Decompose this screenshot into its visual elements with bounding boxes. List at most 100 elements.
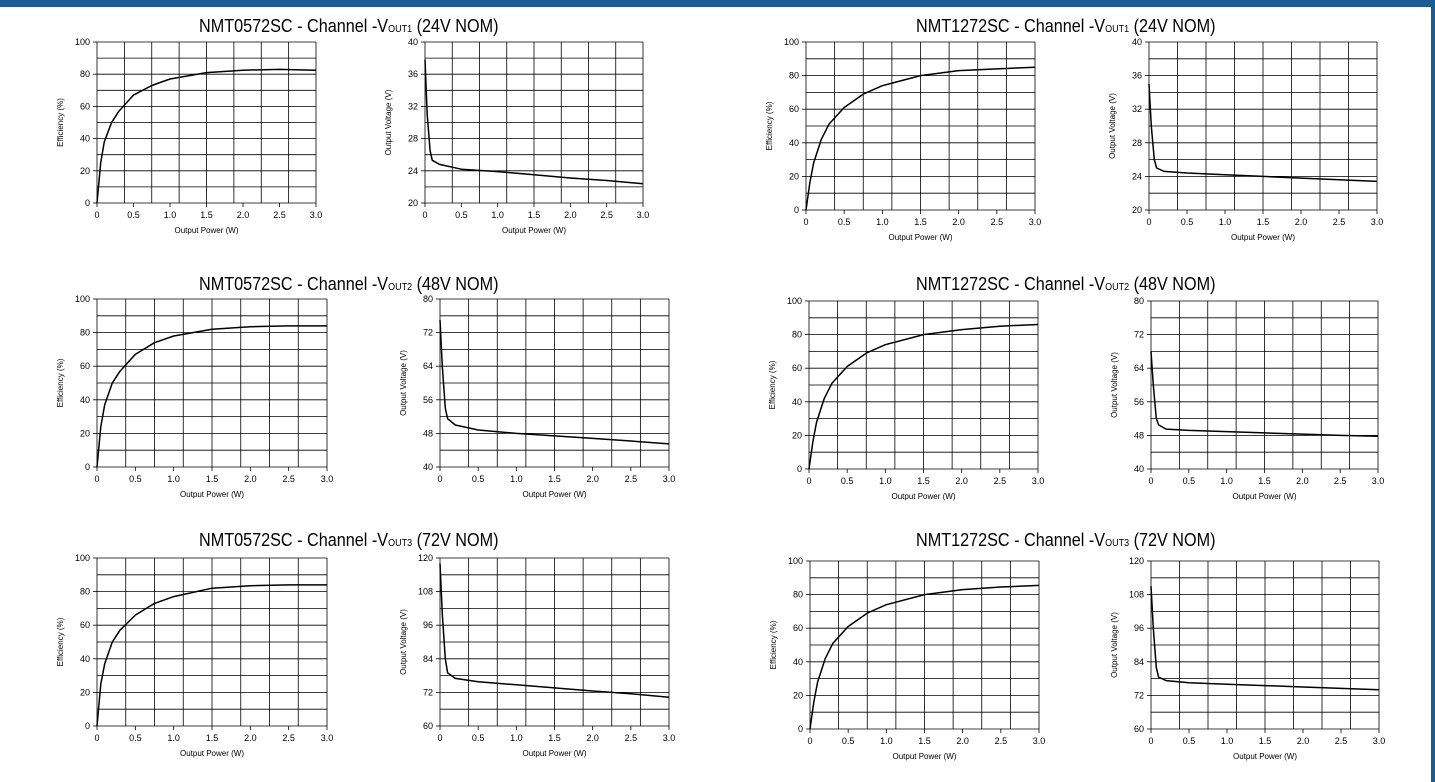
y-tick-label: 108 (418, 587, 433, 597)
x-tick-label: 1.5 (200, 210, 213, 220)
y-tick-label: 72 (423, 328, 433, 338)
section-title-1272-vout3: NMT1272SC - Channel -VOUT3 (72V NOM) (916, 530, 1216, 550)
y-tick-label: 80 (793, 590, 803, 600)
x-tick-label: 0 (806, 476, 811, 486)
chart-8: 0 0.5 1.0 1.5 2.0 2.5 3.0 0 20 40 60 80 100 Output Po… (56, 553, 333, 758)
x-tick-label: 0.5 (472, 733, 485, 743)
x-tick-label: 1.0 (1221, 736, 1234, 746)
y-axis-title: Output Voltage (V) (399, 350, 408, 416)
y-tick-label: 100 (787, 296, 802, 306)
chart-7: 0 0.5 1.0 1.5 2.0 2.5 3.0 40 48 56 64 72 80 Output Po… (1110, 296, 1384, 501)
y-tick-label: 32 (408, 101, 418, 111)
x-tick-label: 3.0 (1373, 736, 1386, 746)
y-tick-label: 60 (80, 620, 90, 630)
chart-0: 0 0.5 1.0 1.5 2.0 2.5 3.0 0 20 40 60 80 100 Output Po… (56, 37, 322, 235)
x-tick-label: 1.5 (917, 476, 930, 486)
y-tick-label: 40 (792, 397, 802, 407)
x-tick-label: 2.0 (586, 733, 599, 743)
y-tick-label: 60 (793, 623, 803, 633)
x-tick-label: 3.0 (663, 733, 676, 743)
x-axis-title: Output Power (W) (180, 490, 244, 499)
x-tick-label: 1.0 (1220, 476, 1233, 486)
x-axis-title: Output Power (W) (502, 226, 566, 235)
x-tick-label: 3.0 (1029, 217, 1042, 227)
y-tick-label: 36 (408, 69, 418, 79)
data-curve (96, 68, 317, 204)
data-curve (1150, 586, 1380, 691)
x-tick-label: 2.0 (244, 474, 257, 484)
y-tick-label: 84 (1134, 657, 1144, 667)
y-tick-label: 20 (793, 690, 803, 700)
x-tick-label: 1.5 (548, 474, 561, 484)
x-tick-label: 0 (94, 210, 99, 220)
y-tick-label: 60 (1134, 724, 1144, 734)
x-axis-title: Output Power (W) (888, 233, 952, 242)
y-tick-label: 80 (423, 294, 433, 304)
y-tick-label: 80 (792, 330, 802, 340)
x-tick-label: 1.5 (206, 733, 219, 743)
y-tick-label: 80 (80, 69, 90, 79)
y-axis-title: Output Voltage (V) (1110, 612, 1119, 678)
data-curve (96, 584, 327, 727)
x-tick-label: 2.5 (995, 736, 1008, 746)
y-axis-title: Efficiency (%) (56, 358, 65, 407)
y-tick-label: 48 (1134, 430, 1144, 440)
x-tick-label: 0.5 (842, 736, 855, 746)
y-tick-label: 20 (80, 428, 90, 438)
y-tick-label: 0 (797, 464, 802, 474)
x-tick-label: 2.5 (1334, 476, 1347, 486)
x-tick-label: 1.0 (167, 474, 180, 484)
y-tick-label: 0 (85, 198, 90, 208)
x-tick-label: 2.5 (625, 733, 638, 743)
y-tick-label: 96 (1134, 623, 1144, 633)
y-axis-title: Efficiency (%) (56, 617, 65, 666)
y-tick-label: 0 (798, 724, 803, 734)
section-title-1272-vout2: NMT1272SC - Channel -VOUT2 (48V NOM) (916, 274, 1216, 294)
y-tick-label: 100 (788, 556, 803, 566)
x-tick-label: 0.5 (127, 210, 140, 220)
x-tick-label: 3.0 (321, 733, 334, 743)
x-axis-title: Output Power (W) (180, 749, 244, 758)
y-tick-label: 48 (423, 428, 433, 438)
y-tick-label: 100 (784, 37, 799, 47)
chart-6: 0 0.5 1.0 1.5 2.0 2.5 3.0 0 20 40 60 80 100 Output Po… (768, 296, 1044, 501)
x-tick-label: 3.0 (637, 210, 650, 220)
x-tick-label: 1.0 (510, 474, 523, 484)
x-tick-label: 3.0 (1371, 217, 1384, 227)
y-tick-label: 32 (1132, 104, 1142, 114)
y-tick-label: 64 (1134, 363, 1144, 373)
x-tick-label: 2.5 (994, 476, 1007, 486)
y-tick-label: 80 (1134, 296, 1144, 306)
y-tick-label: 80 (80, 328, 90, 338)
chart-9: 0 0.5 1.0 1.5 2.0 2.5 3.0 60 72 84 96 108 120 Output … (399, 553, 675, 758)
x-axis-title: Output Power (W) (1231, 233, 1295, 242)
x-tick-label: 2.0 (1297, 736, 1310, 746)
data-curve (439, 319, 670, 445)
x-axis-title: Output Power (W) (892, 752, 956, 761)
chart-1: 0 0.5 1.0 1.5 2.0 2.5 3.0 20 24 28 32 36 40 Output Po… (384, 37, 649, 235)
x-tick-label: 2.5 (273, 210, 286, 220)
x-tick-label: 3.0 (310, 210, 323, 220)
y-tick-label: 60 (80, 101, 90, 111)
y-tick-label: 24 (408, 166, 418, 176)
x-tick-label: 1.0 (491, 210, 504, 220)
y-tick-label: 40 (1132, 37, 1142, 47)
y-axis-title: Efficiency (%) (768, 360, 777, 409)
x-tick-label: 1.5 (206, 474, 219, 484)
section-title-0572-vout2: NMT0572SC - Channel -VOUT2 (48V NOM) (199, 274, 499, 294)
y-tick-label: 28 (408, 134, 418, 144)
y-axis-title: Output Voltage (V) (399, 609, 408, 675)
y-tick-label: 40 (80, 654, 90, 664)
y-axis-title: Efficiency (%) (765, 101, 774, 150)
x-tick-label: 0.5 (129, 474, 142, 484)
y-tick-label: 120 (1129, 556, 1144, 566)
chart-5: 0 0.5 1.0 1.5 2.0 2.5 3.0 40 48 56 64 72 80 Output Po… (399, 294, 675, 499)
x-tick-label: 1.0 (167, 733, 180, 743)
y-tick-label: 40 (423, 462, 433, 472)
x-tick-label: 0.5 (472, 474, 485, 484)
x-tick-label: 1.5 (914, 217, 927, 227)
x-tick-label: 1.5 (1257, 217, 1270, 227)
top-accent-bar (0, 0, 1435, 7)
section-title-0572-vout1: NMT0572SC - Channel -VOUT1 (24V NOM) (199, 16, 499, 36)
x-tick-label: 0.5 (129, 733, 142, 743)
